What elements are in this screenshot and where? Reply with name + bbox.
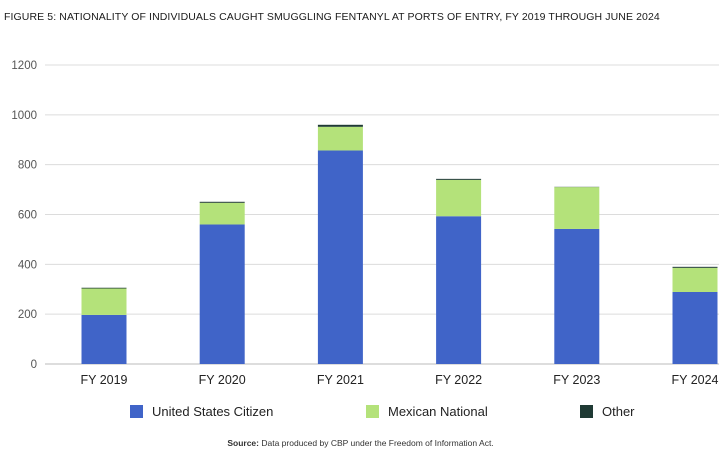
legend-label-mexican-national: Mexican National xyxy=(388,404,488,419)
bar-segment-mexican-national xyxy=(81,288,127,315)
legend: United States Citizen Mexican National O… xyxy=(0,404,721,422)
x-tick-label: FY 2021 xyxy=(317,373,364,387)
legend-label-us-citizen: United States Citizen xyxy=(152,404,274,419)
legend-swatch-mexican-national xyxy=(366,405,379,418)
y-tick-label: 1200 xyxy=(11,60,37,72)
bar-segment-other xyxy=(672,266,718,268)
legend-item-us-citizen: United States Citizen xyxy=(130,404,273,419)
bar-segment-other xyxy=(199,201,245,203)
bar-segment-mexican-national xyxy=(317,126,363,151)
source-text: Data produced by CBP under the Freedom o… xyxy=(261,438,494,448)
legend-swatch-other xyxy=(580,405,593,418)
y-tick-label: 600 xyxy=(18,210,37,222)
x-tick-label: FY 2024 xyxy=(671,373,718,387)
legend-item-other: Other xyxy=(580,404,635,419)
x-tick-label: FY 2019 xyxy=(80,373,127,387)
bar-segment-united-states-citizen xyxy=(81,314,127,364)
bar-segment-mexican-national xyxy=(554,187,600,229)
bar-segment-other xyxy=(317,124,363,127)
x-tick-label: FY 2020 xyxy=(199,373,246,387)
bar-segment-united-states-citizen xyxy=(672,291,718,364)
legend-label-other: Other xyxy=(602,404,635,419)
bar-segment-mexican-national xyxy=(672,267,718,292)
x-tick-label: FY 2023 xyxy=(553,373,600,387)
chart-title: FIGURE 5: NATIONALITY OF INDIVIDUALS CAU… xyxy=(4,11,660,23)
x-tick-label: FY 2022 xyxy=(435,373,482,387)
y-tick-label: 200 xyxy=(18,309,37,321)
bar-segment-united-states-citizen xyxy=(317,150,363,364)
bar-segment-united-states-citizen xyxy=(199,224,245,364)
bar-segment-mexican-national xyxy=(199,202,245,225)
chart-plot: 0 200 400 600 800 1000 1200 FY 2019 FY 2020 FY 2… xyxy=(11,60,719,387)
y-tick-label: 800 xyxy=(18,160,37,172)
bar-segment-other xyxy=(81,287,127,289)
y-tick-label: 0 xyxy=(31,359,37,371)
source-note: Source: Data produced by CBP under the F… xyxy=(0,438,721,448)
legend-item-mexican-national: Mexican National xyxy=(366,404,488,419)
bar-segment-other xyxy=(436,178,482,180)
legend-swatch-us-citizen xyxy=(130,405,143,418)
bar-segment-united-states-citizen xyxy=(554,228,600,364)
y-tick-label: 400 xyxy=(18,259,37,271)
bar-segment-mexican-national xyxy=(436,179,482,217)
y-tick-label: 1000 xyxy=(11,110,37,122)
source-label: Source: xyxy=(227,438,259,448)
bar-segment-united-states-citizen xyxy=(436,216,482,364)
